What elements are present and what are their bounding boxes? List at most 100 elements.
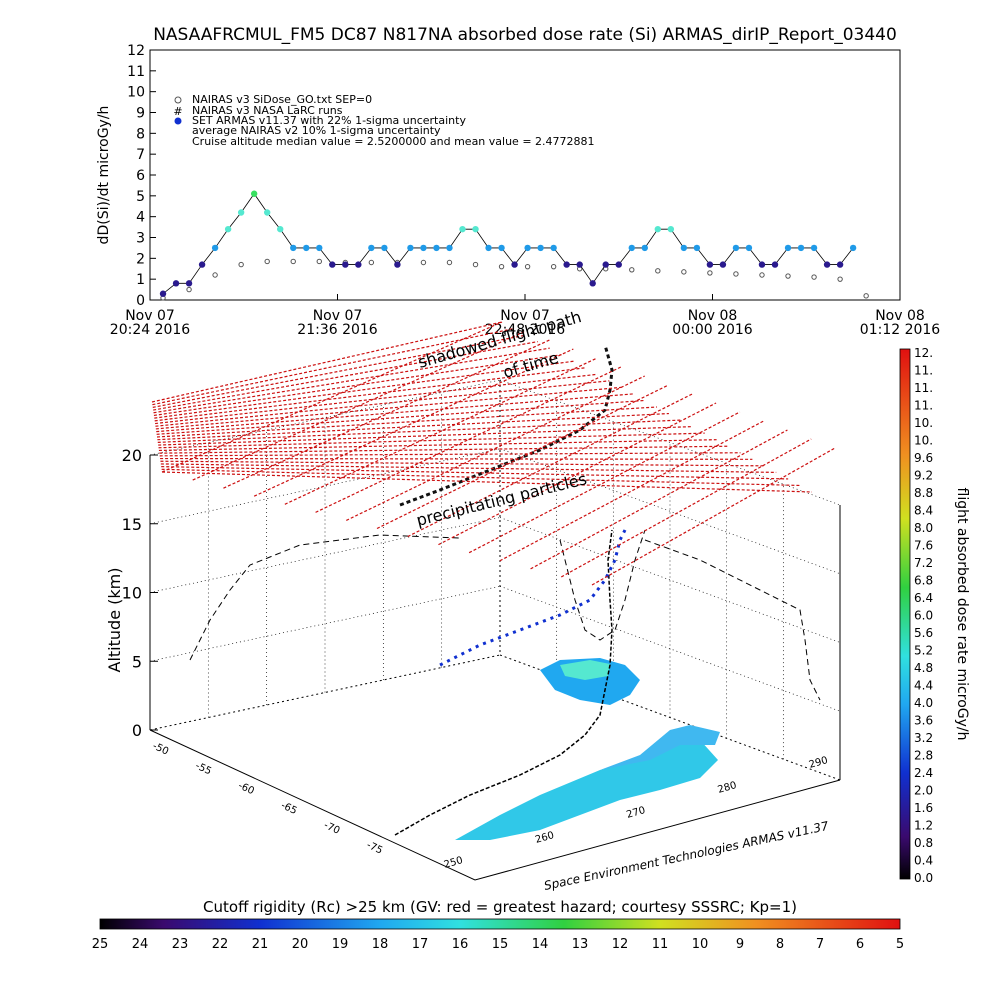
altitude-label: Altitude (km) xyxy=(105,568,124,673)
cutoff-colorbar-ticks: 25 24 23 22 21 20 19 18 17 16 15 14 13 12 11 10 9 8 7 6 5 xyxy=(92,937,904,952)
armas-point xyxy=(263,209,271,216)
latitude-tick-label: -65 xyxy=(279,800,298,817)
armas-point xyxy=(485,244,492,252)
armas-point xyxy=(745,244,753,252)
armas-point xyxy=(250,190,258,197)
altitude-tick-label: 20 xyxy=(122,446,142,465)
dose-colorbar-tick: 6.4 xyxy=(914,591,933,605)
cutoff-colorbar-tick: 13 xyxy=(572,937,589,952)
ts-ytick-label: 11 xyxy=(127,64,145,80)
cutoff-colorbar-tick: 20 xyxy=(292,937,309,952)
armas-point xyxy=(316,244,323,252)
armas-series xyxy=(159,190,857,297)
cutoff-colorbar-tick: 15 xyxy=(492,937,509,952)
cutoff-plane-line xyxy=(157,412,669,441)
nairas-point xyxy=(863,293,869,299)
legend-marker-larc: # xyxy=(173,105,182,118)
dose-colorbar-tick: 3.2 xyxy=(914,731,933,745)
armas-series-line xyxy=(162,193,854,295)
armas-point xyxy=(810,244,818,252)
nairas-point xyxy=(524,263,531,270)
legend-entry: Cruise altitude median value = 2.5200000… xyxy=(192,135,595,148)
cutoff-colorbar-tick: 23 xyxy=(172,937,189,952)
legend-entry: average NAIRAS v2 10% 1-sigma uncertaint… xyxy=(192,124,441,137)
cutoff-plane-cross-line xyxy=(161,321,503,473)
armas-point xyxy=(524,244,531,252)
armas-point xyxy=(706,261,714,268)
cutoff-plane-cross-line xyxy=(192,330,527,481)
latitude-tick-label: -70 xyxy=(322,820,341,837)
latitude-tick-label: -75 xyxy=(365,840,384,857)
cutoff-plane-line xyxy=(160,463,777,473)
ts-ytick-label: 4 xyxy=(136,210,145,226)
altitude-profile-left xyxy=(189,534,461,661)
nairas-point xyxy=(707,270,713,276)
dose-colorbar-tick: 8.4 xyxy=(914,504,933,518)
dose-colorbar-tick: 8.0 xyxy=(914,521,933,535)
cutoff-plane-line xyxy=(160,460,765,467)
longitude-tick-label: 290 xyxy=(808,755,829,771)
nairas-point xyxy=(681,269,687,275)
cutoff-rigidity-plane xyxy=(151,321,836,586)
armas-point xyxy=(498,244,505,252)
cutoff-colorbar-label: Cutoff rigidity (Rc) >25 km (GV: red = g… xyxy=(203,898,797,916)
cutoff-plane-line xyxy=(152,327,515,406)
dose-colorbar-tick: 5.6 xyxy=(914,626,933,640)
cutoff-colorbar-tick: 25 xyxy=(92,937,109,952)
dose-colorbar-tick: 0.8 xyxy=(914,836,933,850)
legend-entry: NAIRAS v3 SiDose_GO.txt SEP=0 xyxy=(192,93,372,106)
ts-xtick-date: Nov 08 xyxy=(875,308,925,324)
nairas-point xyxy=(498,263,505,270)
cutoff-plane-cross-line xyxy=(530,429,788,570)
dose-colorbar-tick: 8.8 xyxy=(914,486,933,500)
cutoff-plane-line xyxy=(160,457,753,460)
grid-right-wall-horizontal xyxy=(499,379,841,506)
armas-point xyxy=(277,225,284,233)
ts-ytick-label: 8 xyxy=(136,126,145,142)
armas-point xyxy=(368,244,375,252)
cutoff-colorbar-tick: 19 xyxy=(332,937,349,952)
altitude-profile-back xyxy=(559,529,646,641)
nairas-point xyxy=(733,271,739,277)
ts-xtick-time: 20:24 2016 xyxy=(110,322,191,338)
dose-colorbar-tick: 10. xyxy=(914,434,933,448)
dose-colorbar-tick: 2.0 xyxy=(914,784,933,798)
altitude-tick-label: 15 xyxy=(122,515,142,534)
cutoff-plane-line xyxy=(157,419,681,443)
armas-point xyxy=(342,261,349,268)
nairas-point xyxy=(655,268,661,274)
ts-xtick-date: Nov 07 xyxy=(125,308,175,324)
armas-point xyxy=(771,261,779,268)
cutoff-colorbar-tick: 11 xyxy=(652,937,669,952)
legend-marker-nairas xyxy=(174,96,182,104)
nairas-point xyxy=(238,261,244,268)
cutoff-colorbar: Cutoff rigidity (Rc) >25 km (GV: red = g… xyxy=(92,898,904,952)
armas-point xyxy=(420,244,427,252)
nairas-point xyxy=(446,259,453,266)
cutoff-colorbar-tick: 8 xyxy=(776,937,784,952)
nairas-point xyxy=(472,261,479,268)
grid-right-wall-horizontal xyxy=(499,448,841,575)
armas-point xyxy=(784,244,792,252)
cutoff-plane-line xyxy=(156,399,646,435)
dose-rate-colorbar: 0.0 0.4 0.8 1.2 1.6 2.0 2.4 2.8 3.2 3.6 4.0 4.4 4.8 5… xyxy=(899,346,970,885)
armas-point xyxy=(185,280,193,287)
grid-left-wall-horizontal xyxy=(149,517,501,593)
grid-right-wall-horizontal xyxy=(499,517,841,643)
dose-colorbar-tick: 6.0 xyxy=(914,609,933,623)
nairas-point xyxy=(550,263,557,270)
cutoff-plane-cross-line xyxy=(407,393,693,538)
longitude-tick-label: 270 xyxy=(625,805,646,821)
cutoff-plane-line xyxy=(152,334,526,408)
cutoff-plane-cross-line xyxy=(468,411,741,554)
cutoff-plane-cross-line xyxy=(591,447,836,586)
ts-xtick-time: 22:48 2016 xyxy=(485,322,566,338)
armas-point xyxy=(654,225,662,233)
armas-point xyxy=(172,280,180,287)
cutoff-colorbar-tick: 24 xyxy=(132,937,149,952)
dose-colorbar-tick: 4.8 xyxy=(914,661,933,675)
dose-colorbar-tick: 11. xyxy=(914,364,933,378)
armas-point xyxy=(355,261,362,268)
